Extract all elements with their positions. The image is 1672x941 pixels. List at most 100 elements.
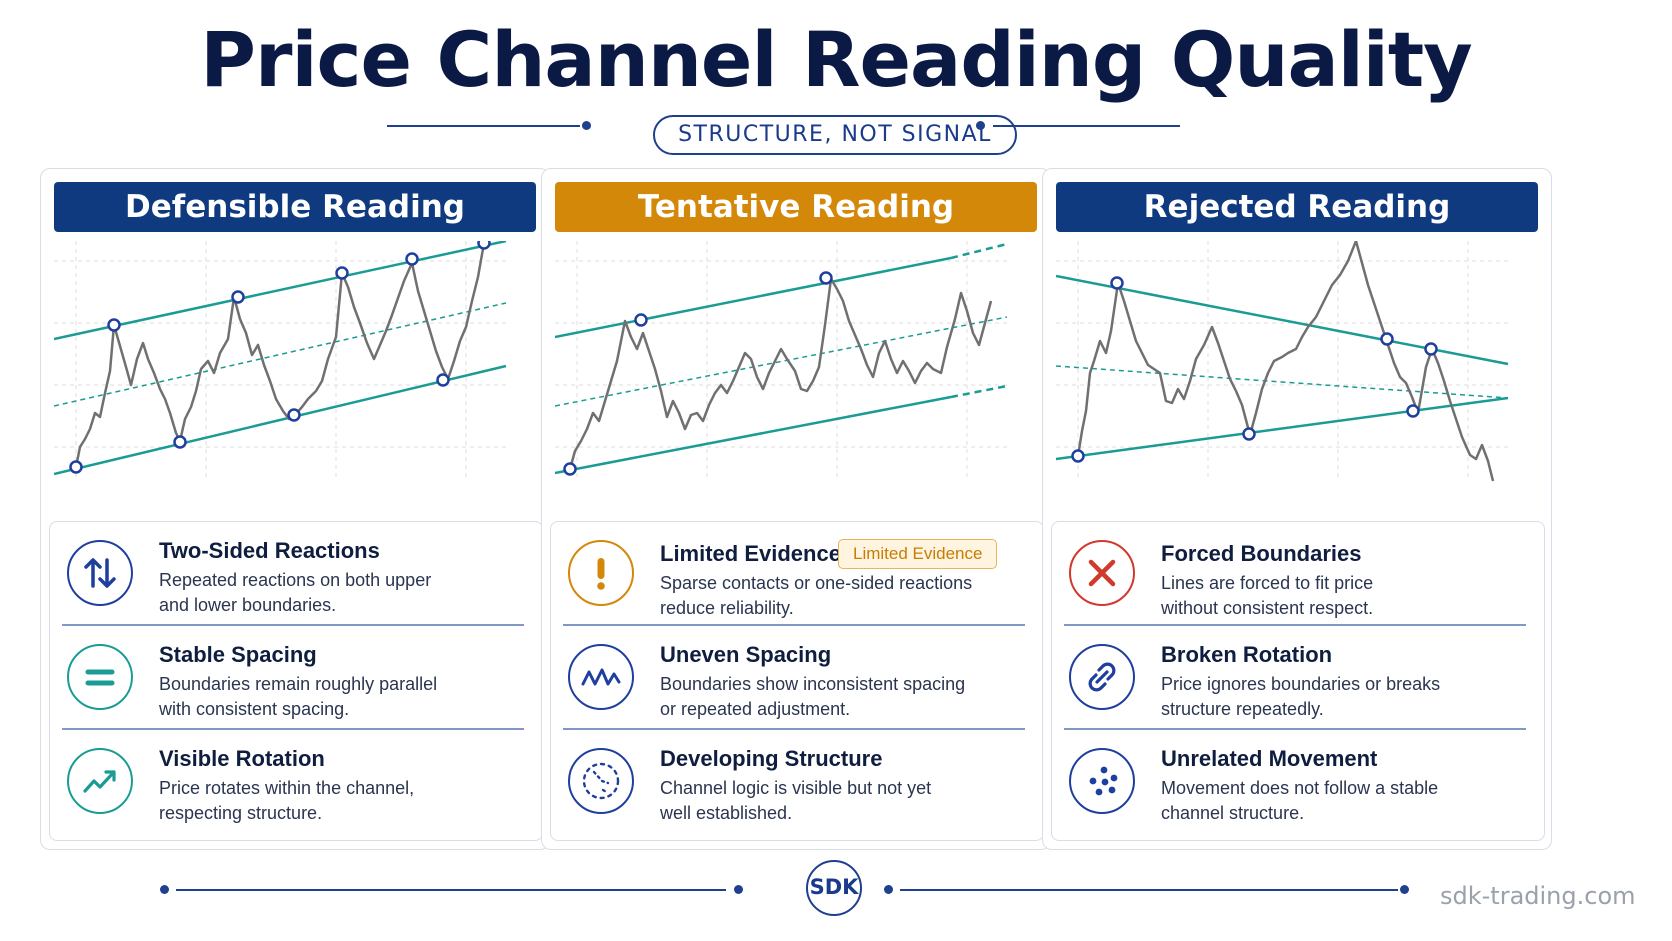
price-path <box>568 277 993 470</box>
touch-point <box>1242 427 1256 441</box>
lower-boundary-extension <box>950 384 1008 399</box>
criteria-list-defensible: Two-Sided Reactions Repeated reactions o… <box>49 521 543 841</box>
list-item: Visible Rotation Price rotates within th… <box>50 730 544 834</box>
touch-point <box>1071 449 1085 463</box>
criteria-list-tentative: Limited Evidence Sparse contacts or one-… <box>550 521 1044 841</box>
subtitle-left-dot <box>582 121 591 130</box>
divider <box>563 624 1025 626</box>
panel-header-rejected: Rejected Reading <box>1056 182 1538 232</box>
upper-boundary <box>54 241 507 341</box>
mid-line <box>1056 365 1509 399</box>
touch-point <box>1406 404 1420 418</box>
item-heading: Limited Evidence <box>660 541 841 566</box>
price-path <box>74 242 486 468</box>
x-icon <box>1069 540 1135 606</box>
list-item: Unrelated Movement Movement does not fol… <box>1052 730 1546 834</box>
grid-lines <box>54 241 506 481</box>
list-item: Forced Boundaries Lines are forced to fi… <box>1052 522 1546 626</box>
touch-point <box>287 408 301 422</box>
divider <box>563 728 1025 730</box>
item-desc: Price ignores boundaries or breaks <box>1161 674 1441 694</box>
item-desc: with consistent spacing. <box>159 699 350 719</box>
touch-point <box>563 462 577 476</box>
wave-icon <box>568 644 634 710</box>
divider <box>1064 728 1526 730</box>
touch-point <box>1424 342 1438 356</box>
item-desc: channel structure. <box>1161 803 1305 823</box>
lower-boundary <box>1056 396 1509 461</box>
list-item: Uneven Spacing Boundaries show inconsist… <box>551 626 1045 730</box>
price-path <box>1076 241 1495 482</box>
touch-points <box>1071 276 1438 463</box>
item-desc: well established. <box>660 803 793 823</box>
footer-left-rule <box>176 889 726 891</box>
chart-rejected <box>1056 241 1509 482</box>
touch-point <box>1110 276 1124 290</box>
touch-points <box>69 241 491 474</box>
item-desc: reduce reliability. <box>660 598 794 618</box>
item-desc: Boundaries remain roughly parallel <box>159 674 438 694</box>
divider <box>1064 624 1526 626</box>
grid-lines <box>555 241 1007 481</box>
footer-right-rule <box>900 889 1398 891</box>
list-item: Developing Structure Channel logic is vi… <box>551 730 1045 834</box>
touch-point <box>436 373 450 387</box>
subtitle-pill: STRUCTURE, NOT SIGNAL <box>653 115 1017 155</box>
footer-dot <box>1400 885 1409 894</box>
criteria-list-rejected: Forced Boundaries Lines are forced to fi… <box>1051 521 1545 841</box>
website-link[interactable]: sdk-trading.com <box>1440 882 1636 910</box>
item-heading: Unrelated Movement <box>1161 746 1378 771</box>
item-desc: Lines are forced to fit price <box>1161 573 1374 593</box>
broken-link-icon <box>1069 644 1135 710</box>
up-down-arrows-icon <box>67 540 133 606</box>
item-desc: structure repeatedly. <box>1161 699 1324 719</box>
list-item: Broken Rotation Price ignores boundaries… <box>1052 626 1546 730</box>
list-item: Limited Evidence Sparse contacts or one-… <box>551 522 1045 626</box>
touch-point <box>69 460 83 474</box>
item-heading: Stable Spacing <box>159 642 317 667</box>
touch-point <box>335 266 349 280</box>
item-heading: Forced Boundaries <box>1161 541 1362 566</box>
touch-point <box>634 313 648 327</box>
grid-lines <box>1056 241 1508 481</box>
item-desc: Boundaries show inconsistent spacing <box>660 674 966 694</box>
dotted-circle-icon <box>568 748 634 814</box>
limited-evidence-badge: Limited Evidence <box>838 539 998 569</box>
panel-header-tentative: Tentative Reading <box>555 182 1037 232</box>
list-item: Two-Sided Reactions Repeated reactions o… <box>50 522 544 626</box>
touch-point <box>1380 332 1394 346</box>
lower-boundary <box>555 395 952 475</box>
subtitle-left-rule <box>387 125 580 127</box>
footer-dot <box>884 885 893 894</box>
item-heading: Developing Structure <box>660 746 883 771</box>
divider <box>62 624 524 626</box>
mid-line <box>555 316 1008 407</box>
item-desc: or repeated adjustment. <box>660 699 851 719</box>
item-desc: Repeated reactions on both upper <box>159 570 432 590</box>
sdk-logo: SDK <box>806 860 862 916</box>
item-heading: Uneven Spacing <box>660 642 832 667</box>
panel-tentative: Tentative Reading Limited Evidence Spars… <box>541 168 1051 850</box>
chart-defensible <box>54 241 507 481</box>
item-heading: Visible Rotation <box>159 746 325 771</box>
upper-boundary <box>555 256 952 339</box>
item-desc: Channel logic is visible but not yet <box>660 778 932 798</box>
list-item: Stable Spacing Boundaries remain roughly… <box>50 626 544 730</box>
touch-point <box>405 252 419 266</box>
item-desc: Price rotates within the channel, <box>159 778 415 798</box>
panel-defensible: Defensible Reading Two-Sided Reactions R… <box>40 168 550 850</box>
item-desc: Movement does not follow a stable <box>1161 778 1439 798</box>
lower-boundary <box>54 364 507 476</box>
page-title: Price Channel Reading Quality <box>200 15 1472 104</box>
divider <box>62 728 524 730</box>
item-desc: respecting structure. <box>159 803 323 823</box>
subtitle-right-rule <box>993 125 1180 127</box>
item-desc: without consistent respect. <box>1161 598 1374 618</box>
item-heading: Broken Rotation <box>1161 642 1333 667</box>
touch-point <box>477 241 491 250</box>
exclamation-icon <box>568 540 634 606</box>
upper-boundary-extension <box>950 242 1008 260</box>
item-desc: and lower boundaries. <box>159 595 337 615</box>
subtitle-right-dot <box>976 121 985 130</box>
trend-up-icon <box>67 748 133 814</box>
